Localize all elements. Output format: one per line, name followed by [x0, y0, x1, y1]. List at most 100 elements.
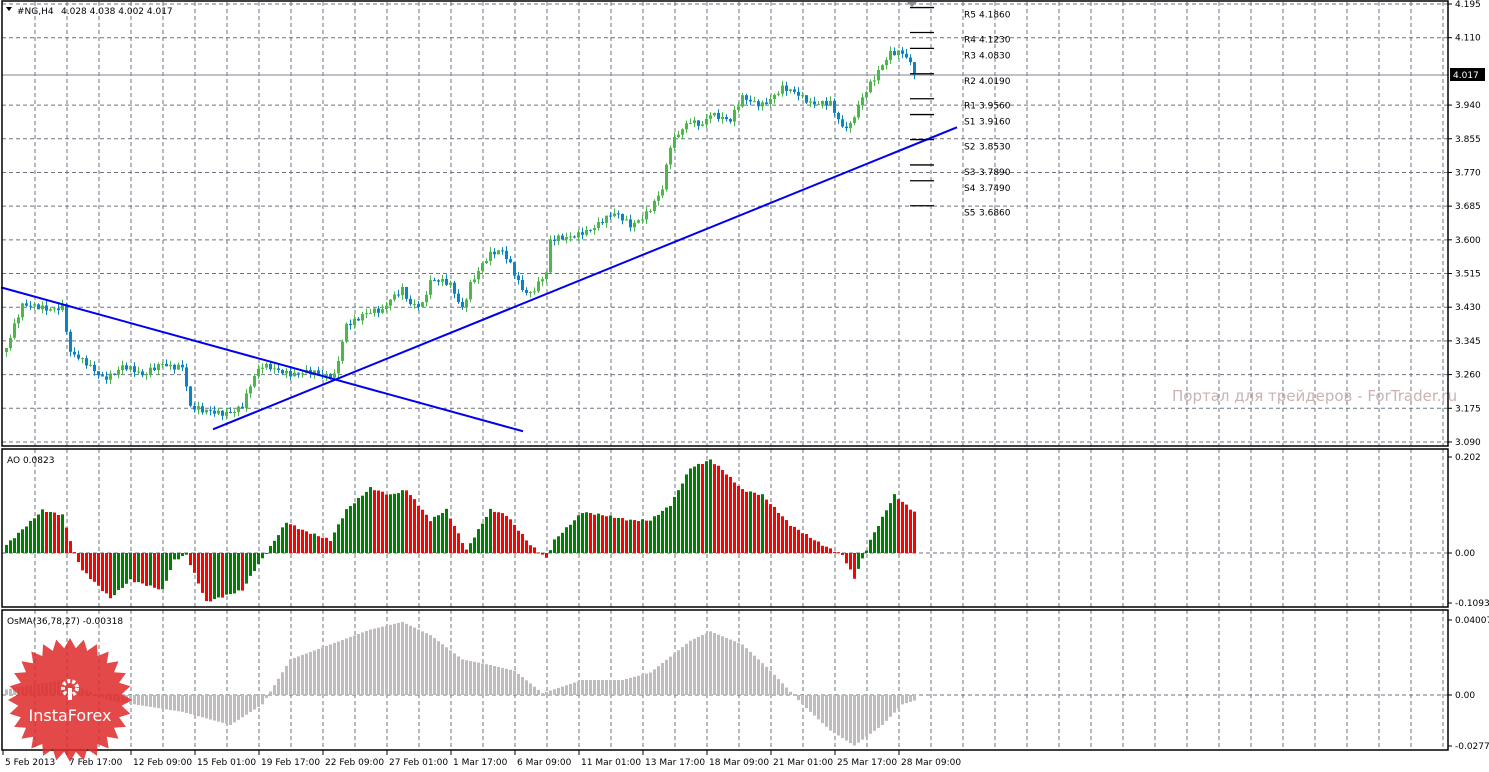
osma-bar — [277, 678, 280, 695]
ao-bar — [445, 508, 448, 553]
ao-bar — [333, 532, 336, 553]
osma-bar — [273, 685, 276, 695]
ao-bar — [521, 534, 524, 553]
bear-candle — [509, 259, 512, 263]
osma-bar — [773, 674, 776, 695]
dropdown-triangle-icon[interactable] — [6, 7, 12, 11]
pivot-name: R4 — [964, 36, 976, 46]
osma-bar — [633, 676, 636, 695]
ao-bar — [205, 553, 208, 602]
bull-candle — [713, 112, 716, 116]
osma-bar — [825, 695, 828, 727]
ao-bar — [277, 535, 280, 553]
ao-bar — [873, 532, 876, 553]
price-tick-label: 3.600 — [1455, 236, 1481, 246]
bull-candle — [641, 219, 644, 221]
ao-bar — [229, 553, 232, 595]
bear-candle — [277, 368, 280, 370]
bull-candle — [261, 367, 264, 369]
bear-candle — [901, 50, 904, 54]
ao-bar — [725, 474, 728, 553]
osma-bar — [193, 695, 196, 716]
ao-bar — [561, 532, 564, 553]
bull-candle — [569, 236, 572, 238]
osma-tick-label: 0.04007 — [1455, 616, 1489, 626]
bull-candle — [753, 101, 756, 103]
ao-bar — [197, 553, 200, 584]
osma-bar — [321, 647, 324, 695]
osma-bar — [333, 642, 336, 695]
ao-bar — [253, 553, 256, 571]
bull-candle — [777, 93, 780, 95]
ao-bar — [853, 553, 856, 579]
ao-bar — [85, 553, 88, 574]
ao-bar — [785, 520, 788, 553]
ao-bar — [629, 519, 632, 553]
bear-candle — [505, 250, 508, 260]
bull-candle — [497, 250, 500, 255]
ao-bar — [733, 482, 736, 553]
trendline[interactable] — [212, 126, 958, 431]
bull-candle — [325, 373, 328, 377]
osma-bar — [453, 653, 456, 695]
bull-candle — [769, 99, 772, 104]
price-axis[interactable]: 4.195 4.110 3.940 3.855 3.770 3.685 3.600 3.515… — [1448, 0, 1489, 752]
osma-bar — [661, 662, 664, 695]
bull-candle — [233, 411, 236, 414]
osma-bar — [757, 659, 760, 695]
osma-bar — [745, 648, 748, 695]
ao-bar — [477, 529, 480, 553]
bull-candle — [533, 291, 536, 293]
time-tick-label: 19 Feb 17:00 — [261, 758, 320, 768]
bull-candle — [637, 220, 640, 223]
ao-bar — [693, 466, 696, 553]
osma-bar — [897, 695, 900, 709]
ao-tick-label: -0.1093 — [1455, 599, 1489, 609]
ao-bar — [593, 514, 596, 553]
trendlines[interactable] — [0, 126, 958, 433]
osma-bar — [589, 680, 592, 695]
bull-candle — [225, 411, 228, 416]
osma-bar — [769, 670, 772, 695]
bull-candle — [89, 364, 92, 366]
bull-candle — [149, 367, 152, 374]
ao-bar — [557, 536, 560, 553]
bear-candle — [93, 364, 96, 372]
bear-candle — [181, 364, 184, 368]
time-axis[interactable]: 5 Feb 2013 7 Feb 17:00 12 Feb 09:00 15 Feb … — [2, 750, 961, 768]
ao-bar — [513, 524, 516, 553]
osma-label: OsMA(36,78,27) -0.00318 — [7, 617, 123, 627]
ao-bar — [429, 521, 432, 553]
bull-candle — [737, 106, 740, 110]
bull-candle — [413, 304, 416, 306]
pivot-name: S5 — [964, 209, 975, 219]
ao-bar — [833, 551, 836, 553]
osma-bar — [709, 631, 712, 695]
pivot-value: 3.8530 — [979, 143, 1011, 153]
ao-bar — [209, 553, 212, 602]
time-tick-label: 6 Mar 09:00 — [517, 758, 572, 768]
bear-candle — [841, 119, 844, 127]
osma-bar — [521, 677, 524, 695]
bull-candle — [197, 406, 200, 410]
ao-bar — [313, 533, 316, 553]
ao-bar — [721, 470, 724, 553]
osma-bar — [13, 688, 16, 695]
ao-bar — [57, 514, 60, 553]
ao-bar — [265, 553, 268, 554]
bull-candle — [285, 370, 288, 374]
bear-candle — [73, 351, 76, 355]
bear-candle — [85, 358, 88, 366]
ao-bar — [813, 540, 816, 553]
ao-bar — [133, 553, 136, 583]
osma-bar — [465, 660, 468, 695]
bull-candle — [897, 50, 900, 56]
osma-bar — [881, 695, 884, 725]
bear-candle — [621, 214, 624, 221]
bear-candle — [297, 372, 300, 374]
osma-bar — [233, 695, 236, 723]
chart-shift-marker-icon[interactable] — [907, 2, 917, 7]
trendline[interactable] — [0, 286, 524, 433]
